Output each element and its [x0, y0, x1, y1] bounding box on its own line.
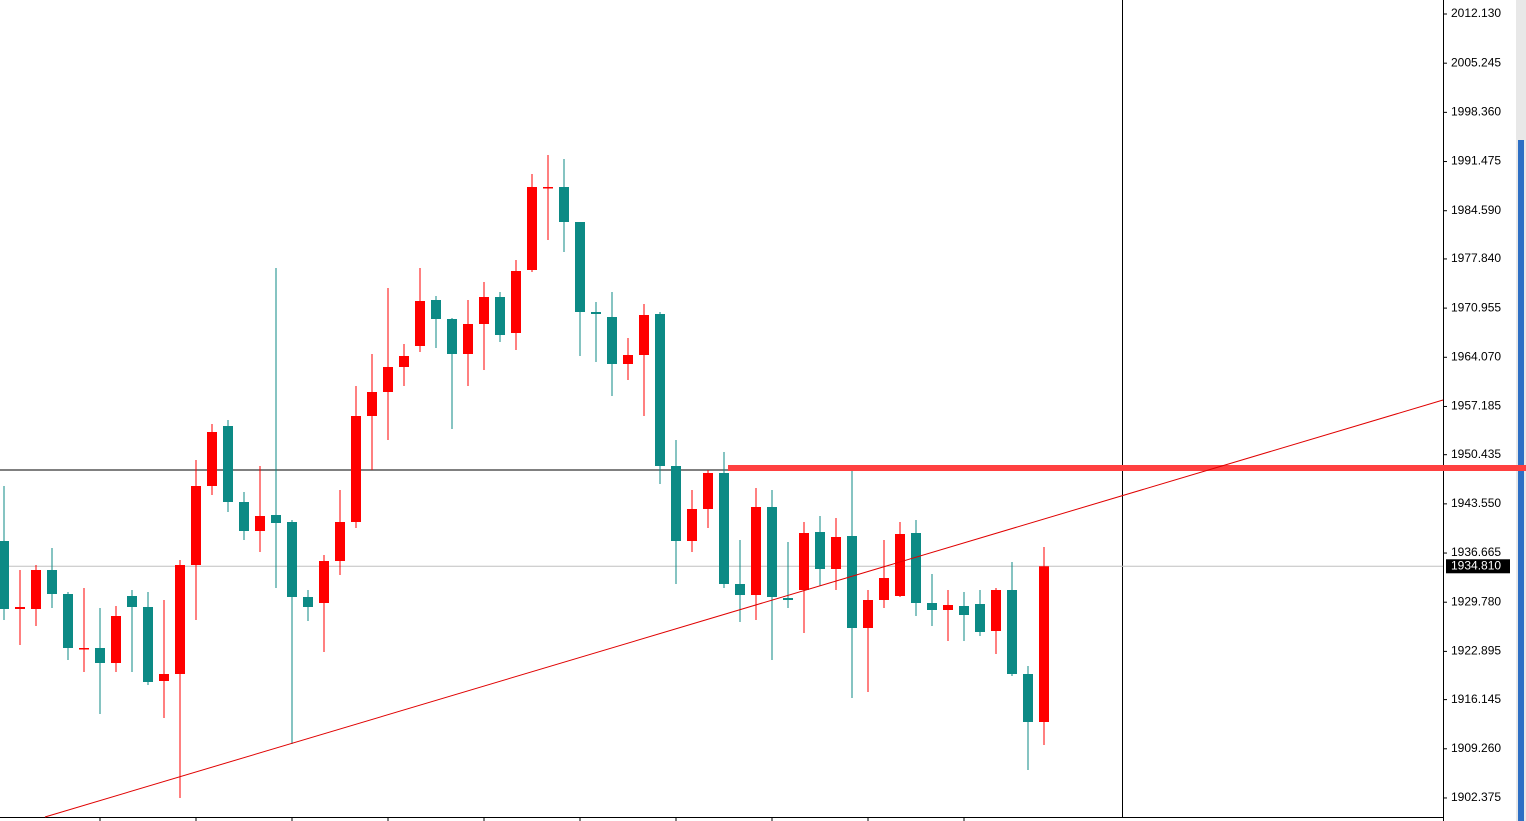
candle-body [303, 597, 313, 607]
candle-body [63, 594, 73, 648]
candle-body [319, 561, 329, 603]
candle-body [367, 392, 377, 416]
candle-body [79, 648, 89, 650]
y-tick-label: 1936.665 [1451, 545, 1501, 559]
candle-body [31, 570, 41, 609]
y-tick-label: 1909.260 [1451, 741, 1501, 755]
candle-body [271, 515, 281, 523]
candle-body [0, 541, 9, 609]
y-tick-label: 1929.780 [1451, 594, 1501, 608]
candle-body [527, 187, 537, 270]
y-tick-label: 1916.145 [1451, 692, 1501, 706]
candle-body [543, 187, 553, 189]
candle-body [159, 674, 169, 681]
candle-body [335, 522, 345, 561]
candle-body [223, 426, 233, 502]
y-tick-label: 1970.955 [1451, 300, 1501, 314]
y-tick-label: 2005.245 [1451, 55, 1501, 69]
y-tick-label: 1991.475 [1451, 154, 1501, 168]
candle-body [959, 606, 969, 615]
candle-body [127, 596, 137, 607]
candle-body [143, 607, 153, 682]
candle-body [911, 533, 921, 603]
candle-body [1039, 566, 1049, 722]
candle-body [703, 473, 713, 509]
candle-body [287, 522, 297, 597]
candle-body [735, 584, 745, 595]
candle-body [895, 534, 905, 596]
candle-body [431, 300, 441, 319]
candle-body [1023, 674, 1033, 722]
candle-body [623, 355, 633, 364]
candle-body [415, 301, 425, 346]
y-tick-label: 1984.590 [1451, 203, 1501, 217]
y-tick-label: 1964.070 [1451, 349, 1501, 363]
current-price-box [1446, 559, 1510, 574]
candle-body [111, 616, 121, 663]
y-tick-label: 1902.375 [1451, 790, 1501, 804]
candle-body [943, 605, 953, 610]
candle-body [751, 507, 761, 595]
candle-body [255, 516, 265, 531]
candle-body [495, 297, 505, 335]
candle-body [463, 324, 473, 354]
candle-body [927, 603, 937, 610]
candle-body [847, 536, 857, 628]
y-tick-label: 1957.185 [1451, 399, 1501, 413]
candle-body [399, 356, 409, 367]
candle-body [687, 509, 697, 541]
y-tick-label: 2012.130 [1451, 6, 1501, 20]
trendline [44, 399, 1444, 818]
current-price-label: 1934.810 [1451, 558, 1501, 572]
candle-body [863, 600, 873, 628]
candle-body [511, 271, 521, 333]
candle-body [1007, 590, 1017, 674]
candle-body [975, 604, 985, 632]
candle-body [799, 533, 809, 590]
y-tick-label: 1977.840 [1451, 251, 1501, 265]
candle-body [559, 187, 569, 222]
y-tick-label: 1950.435 [1451, 447, 1501, 461]
candle-body [815, 532, 825, 569]
candle-body [991, 590, 1001, 631]
candle-body [591, 312, 601, 314]
candle-body [719, 473, 729, 584]
candle-body [655, 314, 665, 466]
candle-body [767, 507, 777, 597]
candle-body [15, 607, 25, 609]
candle-body [879, 578, 889, 600]
candle-body [607, 317, 617, 364]
candle-body [671, 466, 681, 541]
candle-body [639, 315, 649, 355]
candle-body [239, 502, 249, 531]
y-tick-label: 1922.895 [1451, 644, 1501, 658]
candle-body [383, 367, 393, 392]
candle-body [95, 648, 105, 663]
candle-body [575, 222, 585, 312]
candle-body [175, 565, 185, 674]
candle-body [831, 537, 841, 569]
candle-body [207, 432, 217, 486]
y-tick-label: 1943.550 [1451, 496, 1501, 510]
candle-body [191, 486, 201, 565]
candle-body [479, 297, 489, 324]
scrollbar-thumb[interactable] [1518, 140, 1524, 821]
candle-body [783, 598, 793, 600]
candle-body [351, 416, 361, 522]
candle-body [447, 319, 457, 354]
y-tick-label: 1998.360 [1451, 105, 1501, 119]
candle-body [47, 570, 57, 594]
